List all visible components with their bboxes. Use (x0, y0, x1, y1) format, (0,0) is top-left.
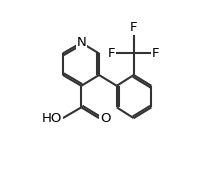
Text: F: F (129, 21, 137, 34)
Text: O: O (99, 112, 110, 125)
Text: HO: HO (41, 112, 62, 125)
Text: N: N (76, 36, 86, 49)
Text: F: F (107, 47, 115, 60)
Text: F: F (152, 47, 159, 60)
